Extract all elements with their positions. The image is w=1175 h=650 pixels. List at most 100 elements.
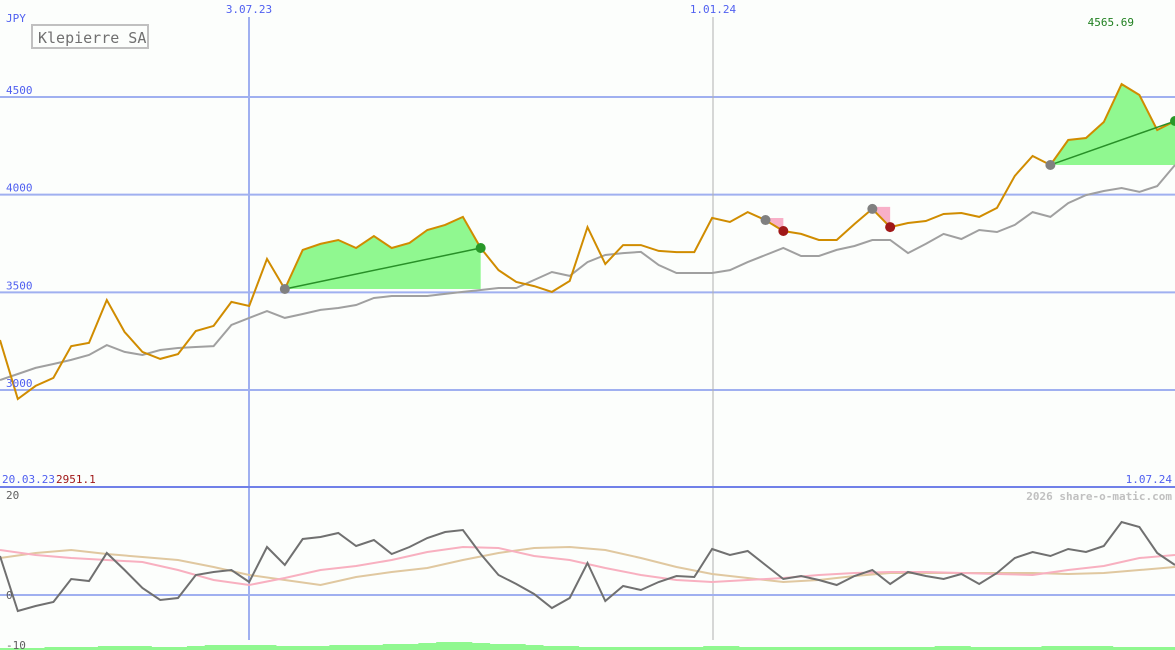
volume-bar — [792, 647, 811, 650]
volume-bar — [418, 643, 437, 650]
volume-bar — [1059, 646, 1078, 650]
volume-bar — [1005, 647, 1025, 650]
volume-bar — [453, 642, 473, 650]
currency-label: JPY — [6, 12, 26, 25]
y-tick-label: 4500 — [6, 84, 33, 97]
gain-area — [284, 216, 481, 290]
volume-bar — [899, 647, 918, 650]
volume-bar — [364, 645, 384, 650]
osc-tick-label: 0 — [6, 589, 13, 602]
volume-bar — [311, 646, 330, 650]
signal-line-1 — [0, 545, 1175, 587]
volume-bar — [756, 647, 775, 650]
volume-bar — [97, 646, 117, 650]
volume-bar — [436, 642, 455, 650]
volume-bar — [400, 644, 419, 650]
volume-bar — [827, 647, 847, 650]
sell-marker — [885, 222, 896, 233]
volume-bar — [1148, 647, 1167, 650]
volume-bar — [222, 645, 241, 650]
volume-bar — [293, 646, 313, 650]
volume-bar — [632, 647, 651, 650]
volume-bar — [80, 647, 99, 650]
x-end-label: 1.07.24 — [1126, 473, 1173, 486]
volume-bar — [845, 647, 864, 650]
volume-bar — [525, 645, 544, 650]
volume-bar — [1041, 646, 1060, 650]
volume-bar — [0, 648, 10, 650]
volume-bar — [863, 647, 882, 650]
trend-line — [284, 247, 481, 290]
volume-bar — [934, 646, 953, 650]
volume-bar — [774, 647, 793, 650]
sell-marker — [778, 225, 789, 236]
trend-line — [1050, 120, 1175, 166]
buy-marker — [867, 203, 878, 214]
volume-bar — [1094, 646, 1114, 650]
volume-bar — [115, 646, 135, 650]
title-box — [31, 24, 149, 49]
volume-bar — [614, 647, 633, 650]
price-line — [0, 82, 1175, 401]
x-marker-label: 3.07.23 — [226, 3, 272, 16]
volume-bar — [738, 647, 758, 650]
y-tick-label: 3500 — [6, 279, 33, 292]
volume-bar — [275, 646, 295, 650]
buy-marker — [1045, 159, 1056, 170]
volume-bar — [542, 646, 562, 650]
volume-bar — [988, 647, 1007, 650]
volume-bar — [810, 647, 829, 650]
volume-bar — [169, 647, 188, 650]
x-marker-label: 1.01.24 — [690, 3, 737, 16]
max-label: 4565.69 — [1088, 16, 1134, 29]
x-start-label: 20.03.23 — [2, 473, 55, 486]
volume-bar — [186, 646, 206, 650]
osc-tick-label: 20 — [6, 489, 19, 502]
volume-bar — [1077, 646, 1096, 650]
volume-bar — [952, 646, 971, 650]
oscillator-line — [0, 520, 1175, 613]
volume-bar — [667, 647, 686, 650]
signal-line-2 — [0, 545, 1175, 587]
volume-bar — [685, 647, 704, 650]
volume-bar — [151, 647, 170, 650]
osc-tick-label: -10 — [6, 639, 26, 650]
volume-bar — [596, 647, 615, 650]
volume-bar — [240, 645, 259, 650]
volume-bar — [1023, 647, 1042, 650]
buy-marker — [760, 215, 771, 226]
sell-marker — [1170, 116, 1175, 127]
chart-title: Klepierre SA — [38, 29, 146, 47]
volume-bar — [471, 643, 491, 650]
volume-bar — [703, 646, 722, 650]
volume-bar — [970, 647, 989, 650]
buy-marker — [279, 284, 290, 295]
volume-bar — [916, 647, 936, 650]
volume-bar — [382, 644, 402, 650]
volume-bar — [258, 645, 277, 650]
volume-bar — [8, 648, 28, 650]
volume-bar — [1112, 647, 1131, 650]
volume-bar — [44, 647, 63, 650]
volume-bar — [1130, 647, 1149, 650]
volume-bar — [133, 646, 152, 650]
volume-bar — [329, 645, 348, 650]
y-tick-label: 4000 — [6, 182, 33, 195]
volume-bar — [507, 644, 526, 650]
volume-bar — [1166, 647, 1175, 650]
volume-bar — [347, 645, 366, 650]
volume-bar — [26, 648, 46, 650]
volume-bar — [578, 647, 597, 650]
watermark: 2026 share-o-matic.com — [1026, 490, 1172, 503]
volume-bar — [204, 645, 224, 650]
moving-average-line — [0, 164, 1175, 381]
volume-bar — [62, 647, 81, 650]
volume-bar — [649, 647, 669, 650]
volume-bar — [881, 647, 900, 650]
volume-bar — [489, 644, 508, 650]
volume-bar — [560, 646, 580, 650]
y-tick-label: 3000 — [6, 377, 33, 390]
min-label: 2951.1 — [56, 473, 96, 486]
sell-marker — [475, 242, 486, 253]
